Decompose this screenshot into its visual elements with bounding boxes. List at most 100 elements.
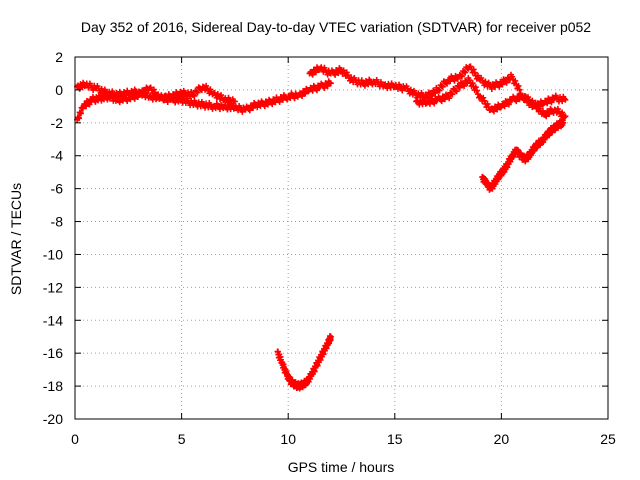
data-point — [332, 71, 339, 78]
data-point — [498, 80, 505, 87]
data-point — [176, 93, 183, 100]
data-point — [453, 88, 460, 95]
data-point — [302, 90, 309, 97]
data-point — [500, 102, 507, 109]
data-point — [299, 93, 306, 100]
data-point — [471, 69, 478, 76]
data-point — [439, 83, 446, 90]
data-point — [516, 86, 523, 93]
data-point — [142, 89, 149, 96]
y-tick-label: -18 — [43, 378, 63, 394]
data-point — [231, 98, 238, 105]
y-tick-label: -10 — [43, 246, 63, 262]
data-point — [309, 71, 316, 78]
data-point — [432, 90, 439, 97]
data-point — [431, 88, 438, 95]
data-point — [515, 82, 522, 89]
x-tick-label: 10 — [280, 431, 296, 447]
data-point — [314, 362, 321, 369]
data-point — [451, 77, 458, 84]
data-point — [77, 110, 84, 117]
data-point — [533, 102, 540, 109]
data-point — [460, 81, 467, 88]
data-point — [261, 103, 268, 110]
data-point — [317, 356, 324, 363]
y-tick-label: -20 — [43, 411, 63, 427]
data-point — [467, 63, 474, 70]
data-point — [548, 99, 555, 106]
plot-frame — [74, 56, 609, 420]
data-point — [494, 106, 501, 113]
data-point — [312, 69, 319, 76]
data-point — [543, 113, 550, 120]
data-point — [361, 82, 368, 89]
data-point — [449, 91, 456, 98]
data-points-layer — [74, 63, 569, 392]
data-point — [423, 93, 430, 100]
data-point — [335, 69, 342, 76]
data-point — [458, 73, 465, 80]
data-point — [561, 95, 568, 102]
grid-layer — [75, 57, 608, 419]
y-tick-label: 0 — [55, 82, 63, 98]
data-point — [139, 92, 146, 99]
data-point — [474, 72, 481, 79]
data-point — [457, 72, 464, 79]
data-point — [546, 110, 553, 117]
data-point — [269, 101, 276, 108]
data-point — [503, 79, 510, 86]
y-tick-label: -2 — [51, 115, 64, 131]
data-point — [327, 333, 334, 340]
data-point — [311, 368, 318, 375]
data-point — [431, 100, 438, 107]
data-point — [246, 107, 253, 114]
y-tick-label: -16 — [43, 345, 63, 361]
data-point — [512, 77, 519, 84]
data-point — [544, 100, 551, 107]
x-tick-label: 5 — [178, 431, 186, 447]
data-point — [490, 108, 497, 115]
y-tick-label: -12 — [43, 279, 63, 295]
data-point — [562, 96, 569, 103]
series-upper-band-b — [74, 82, 238, 123]
x-tick-label: 15 — [387, 431, 403, 447]
data-point — [169, 95, 176, 102]
data-point — [76, 115, 83, 122]
data-point — [473, 87, 480, 94]
data-point — [131, 95, 138, 102]
y-tick-label: -6 — [51, 181, 64, 197]
y-tick-label: -8 — [51, 214, 64, 230]
data-point — [284, 96, 291, 103]
data-point — [461, 68, 468, 75]
data-point — [507, 158, 514, 165]
data-point — [198, 98, 205, 105]
data-point — [291, 95, 298, 102]
data-point — [480, 94, 487, 101]
data-point — [513, 98, 520, 105]
data-point — [499, 81, 506, 88]
chart-title: Day 352 of 2016, Sidereal Day-to-day VTE… — [81, 19, 591, 35]
data-point — [488, 85, 495, 92]
x-axis-label: GPS time / hours — [288, 459, 395, 475]
series-bottom-dip — [274, 333, 334, 392]
data-point — [562, 113, 569, 120]
data-point — [444, 80, 451, 87]
data-point — [190, 91, 197, 98]
data-point — [435, 86, 442, 93]
data-point — [484, 100, 491, 107]
data-point — [313, 87, 320, 94]
data-point — [496, 83, 503, 90]
x-tick-label: 20 — [494, 431, 510, 447]
data-point — [323, 345, 330, 352]
series-upper-band-d — [413, 74, 569, 121]
data-point — [501, 103, 508, 110]
data-point — [504, 100, 511, 107]
data-point — [161, 97, 168, 104]
data-point — [320, 351, 327, 358]
data-point — [191, 92, 198, 99]
data-point — [446, 95, 453, 102]
data-point — [560, 119, 567, 126]
y-tick-label: 2 — [55, 49, 63, 65]
data-point — [86, 101, 93, 108]
